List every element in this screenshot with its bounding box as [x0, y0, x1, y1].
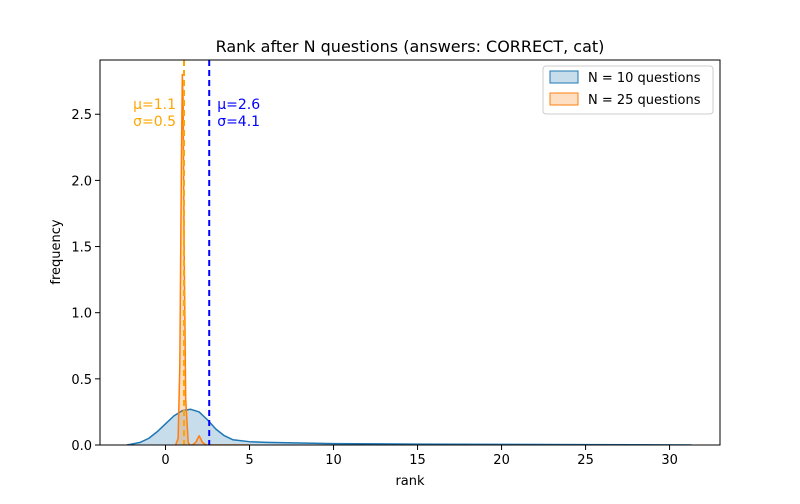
- chart-title: Rank after N questions (answers: CORRECT…: [216, 37, 605, 56]
- y-tick-label: 2.5: [71, 108, 92, 123]
- x-tick-label: 15: [409, 453, 426, 468]
- legend-swatch-1: [549, 70, 579, 84]
- y-tick-label: 2.0: [71, 174, 92, 189]
- y-axis-label: frequency: [49, 219, 64, 285]
- x-tick-label: 30: [661, 453, 678, 468]
- y-tick-label: 1.5: [71, 241, 92, 256]
- series-2-line: [174, 73, 250, 445]
- x-axis-ticks: 0 5 10 15 20 25 30: [161, 445, 678, 468]
- x-tick-label: 20: [493, 453, 510, 468]
- reference-label-mu-1: μ=1.1: [133, 97, 176, 113]
- series-1-line: [126, 408, 692, 445]
- x-tick-label: 5: [245, 453, 253, 468]
- legend-swatch-2: [549, 92, 579, 106]
- legend: N = 10 questions N = 25 questions: [542, 65, 714, 115]
- x-tick-label: 25: [577, 453, 594, 468]
- y-tick-label: 0.5: [71, 373, 92, 388]
- legend-label-2: N = 25 questions: [588, 93, 701, 108]
- legend-box: [542, 65, 714, 115]
- legend-label-1: N = 10 questions: [588, 71, 701, 86]
- y-tick-label: 0.0: [71, 439, 92, 454]
- x-tick-label: 10: [325, 453, 342, 468]
- y-axis-ticks: 0.0 0.5 1.0 1.5 2.0 2.5: [71, 108, 100, 454]
- y-tick-label: 1.0: [71, 307, 92, 322]
- x-axis-label: rank: [395, 474, 425, 489]
- plot-frame: [99, 59, 721, 446]
- reference-label-sigma-2: σ=4.1: [217, 114, 260, 130]
- reference-lines: μ=1.1σ=0.5 μ=2.6σ=4.1: [133, 60, 260, 445]
- reference-label-sigma-1: σ=0.5: [133, 114, 176, 130]
- x-tick-label: 0: [161, 453, 169, 468]
- reference-label-mu-2: μ=2.6: [217, 97, 260, 113]
